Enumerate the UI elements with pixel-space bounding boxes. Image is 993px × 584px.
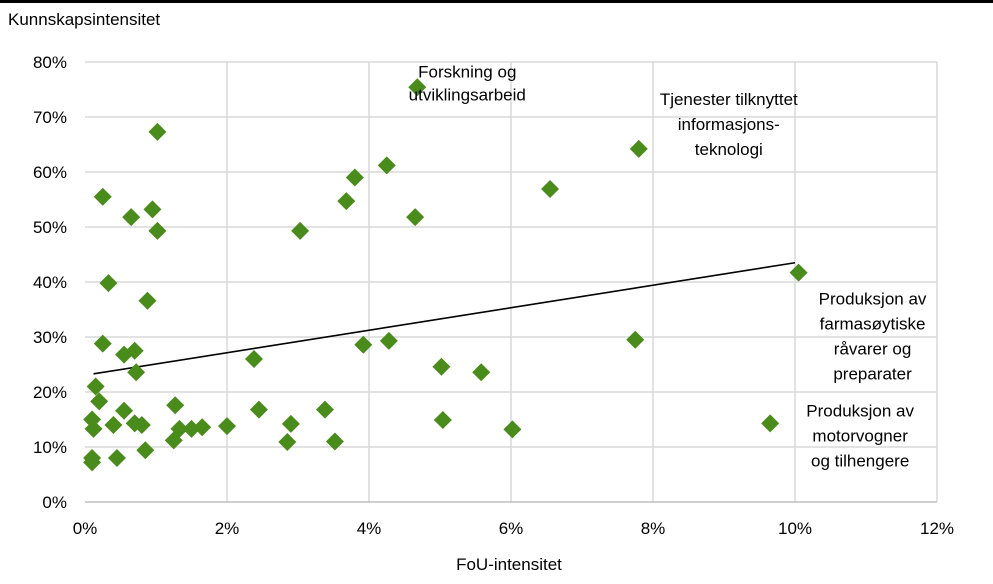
annotation-line: Produksjon av (806, 401, 914, 420)
data-point (291, 221, 310, 240)
data-point (138, 291, 157, 310)
x-axis-title: FoU-intensitet (456, 555, 562, 574)
x-tick-label: 12% (920, 519, 954, 538)
data-point (125, 341, 144, 360)
y-tick-label: 60% (33, 163, 67, 182)
data-point (86, 377, 105, 396)
top-rule (0, 0, 993, 3)
point-annotation: Produksjon av motorvogner og tilhengere (806, 401, 914, 470)
data-point (136, 441, 155, 460)
data-point (406, 208, 425, 227)
x-tick-label: 10% (778, 519, 812, 538)
annotation-line: farmasøytiske (820, 315, 926, 334)
data-point (503, 420, 522, 439)
y-tick-label: 80% (33, 53, 67, 72)
annotation-line: Tjenester tilknyttet (660, 90, 798, 109)
data-point (127, 363, 146, 382)
y-tick-label: 20% (33, 383, 67, 402)
data-point (244, 350, 263, 368)
y-tick-label: 50% (33, 218, 67, 237)
data-point (148, 122, 167, 141)
point-annotation: Forskning og utviklingsarbeid (409, 62, 526, 104)
y-tick-label: 0% (42, 493, 67, 512)
data-point (99, 274, 118, 293)
data-point (626, 330, 645, 349)
data-point (325, 432, 344, 451)
data-point (432, 357, 451, 376)
data-point (170, 419, 189, 438)
y-tick-label: 10% (33, 438, 67, 457)
annotation-line: og tilhengere (811, 451, 909, 470)
data-point (408, 78, 427, 97)
annotation-line: informasjons- (678, 115, 780, 134)
data-point (278, 433, 297, 452)
data-point (629, 139, 648, 158)
data-point (377, 156, 396, 175)
data-point (148, 221, 167, 240)
y-tick-label: 70% (33, 108, 67, 127)
data-point (379, 331, 398, 350)
data-point (249, 400, 268, 419)
annotations-group: Forskning og utviklingsarbeid Tjenester ti… (409, 62, 927, 470)
data-point (337, 192, 356, 211)
point-annotation: Produksjon av farmasøytiske råvarer og prep… (819, 290, 927, 384)
data-point (218, 417, 236, 436)
data-point (132, 416, 151, 434)
data-point (315, 400, 334, 419)
x-tick-label: 2% (215, 519, 240, 538)
data-point (193, 418, 212, 437)
data-point (281, 414, 300, 433)
x-tick-label: 8% (641, 519, 666, 538)
points-group (83, 78, 808, 472)
annotation-line: utviklingsarbeid (409, 85, 526, 104)
annotation-line: Produksjon av (819, 290, 927, 309)
data-point (345, 168, 364, 187)
x-tick-label: 6% (499, 519, 524, 538)
data-point (104, 416, 123, 434)
data-point (761, 414, 780, 433)
data-point (115, 401, 134, 420)
axes: 0% 10% 20% 30% 40% 50% 60% 70% 80% 0% 2% 4% 6% 8% 10% 1… (33, 53, 954, 538)
data-point (84, 419, 103, 438)
annotation-line: råvarer og (834, 340, 911, 359)
annotation-line: Forskning og (418, 62, 516, 81)
data-point (166, 396, 185, 415)
data-point (83, 453, 102, 472)
data-point (90, 392, 109, 411)
data-point (107, 449, 126, 467)
data-point (143, 200, 162, 219)
y-axis-title: Kunnskapsintensitet (8, 10, 160, 29)
data-point (433, 411, 452, 430)
annotation-line: teknologi (695, 140, 763, 159)
point-annotation: Tjenester tilknyttet informasjons-teknolo… (660, 90, 798, 159)
y-tick-label: 30% (33, 328, 67, 347)
data-point (93, 334, 112, 353)
data-point (789, 263, 808, 282)
x-tick-label: 4% (357, 519, 382, 538)
annotation-line: motorvogner (812, 426, 908, 445)
trendline (93, 261, 796, 375)
data-point (472, 363, 491, 382)
data-point (93, 187, 112, 206)
data-point (122, 208, 141, 227)
x-tick-label: 0% (73, 519, 98, 538)
annotation-line: preparater (833, 365, 912, 384)
data-point (354, 335, 373, 354)
trendline-group (93, 261, 796, 375)
data-point (541, 180, 560, 199)
y-tick-label: 40% (33, 273, 67, 292)
